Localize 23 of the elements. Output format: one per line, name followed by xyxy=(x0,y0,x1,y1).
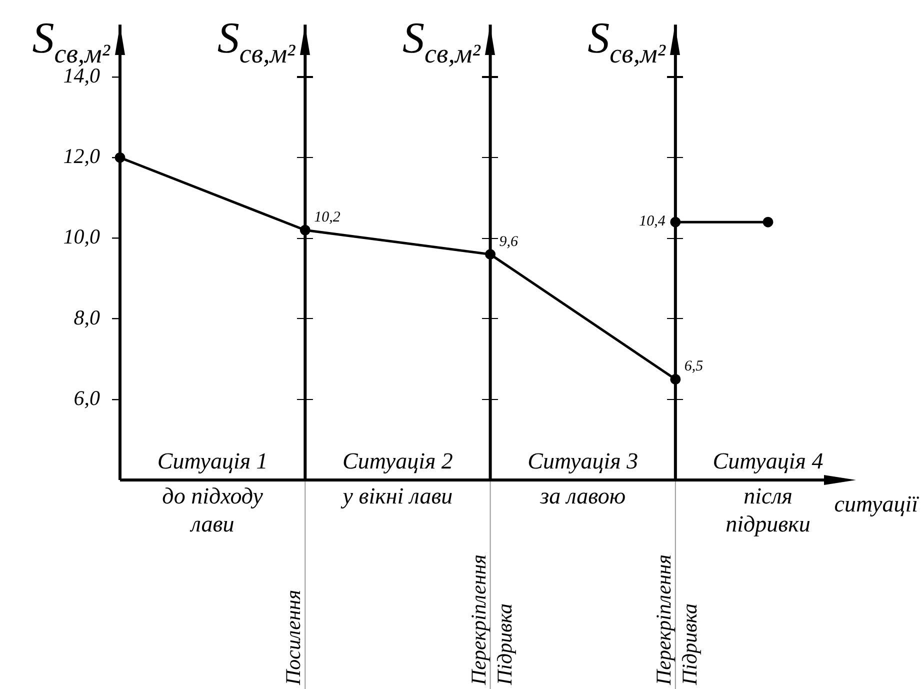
data-label: 6,5 xyxy=(684,358,704,375)
text: після підривки xyxy=(726,484,810,537)
text: Посилення xyxy=(281,590,306,686)
x-tick-label: Ситуація 2 xyxy=(342,448,453,474)
text: Підривка xyxy=(677,603,702,686)
y-tick-label: 10,0 xyxy=(63,224,100,249)
y-tick-label: 6,0 xyxy=(74,386,100,410)
text: до підходу лави xyxy=(162,484,264,537)
text: за лавою xyxy=(539,484,626,509)
text: Перекріплення xyxy=(466,554,490,686)
text: Підривка xyxy=(492,603,516,686)
y-tick-label: 8,0 xyxy=(74,305,100,330)
point xyxy=(762,216,774,228)
text: Перекріплення xyxy=(651,554,676,686)
x-tick-label: Ситуація 1 xyxy=(157,448,268,474)
x-axis-title: ситуації xyxy=(834,492,920,517)
data-label: 9,6 xyxy=(499,234,519,250)
x-tick-label: Ситуація 3 xyxy=(528,448,638,474)
x-tick-label: Ситуація 4 xyxy=(712,448,824,474)
y-tick-label: 12,0 xyxy=(63,144,100,168)
data-label: 10,4 xyxy=(639,214,666,230)
text: у вікні лави xyxy=(340,484,453,509)
data-label: 10,2 xyxy=(314,210,341,226)
